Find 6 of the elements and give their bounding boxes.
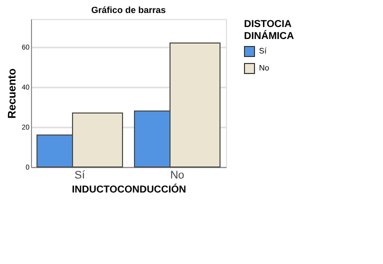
y-axis-title: Recuento xyxy=(6,68,19,119)
legend-title: DISTOCIA DINÁMICA xyxy=(244,19,294,42)
chart-title: Gráfico de barras xyxy=(91,5,166,15)
legend-label: Sí xyxy=(259,46,268,56)
legend-label: No xyxy=(259,64,270,72)
x-axis-title: INDUCTOCONDUCCIÓN xyxy=(72,184,186,196)
